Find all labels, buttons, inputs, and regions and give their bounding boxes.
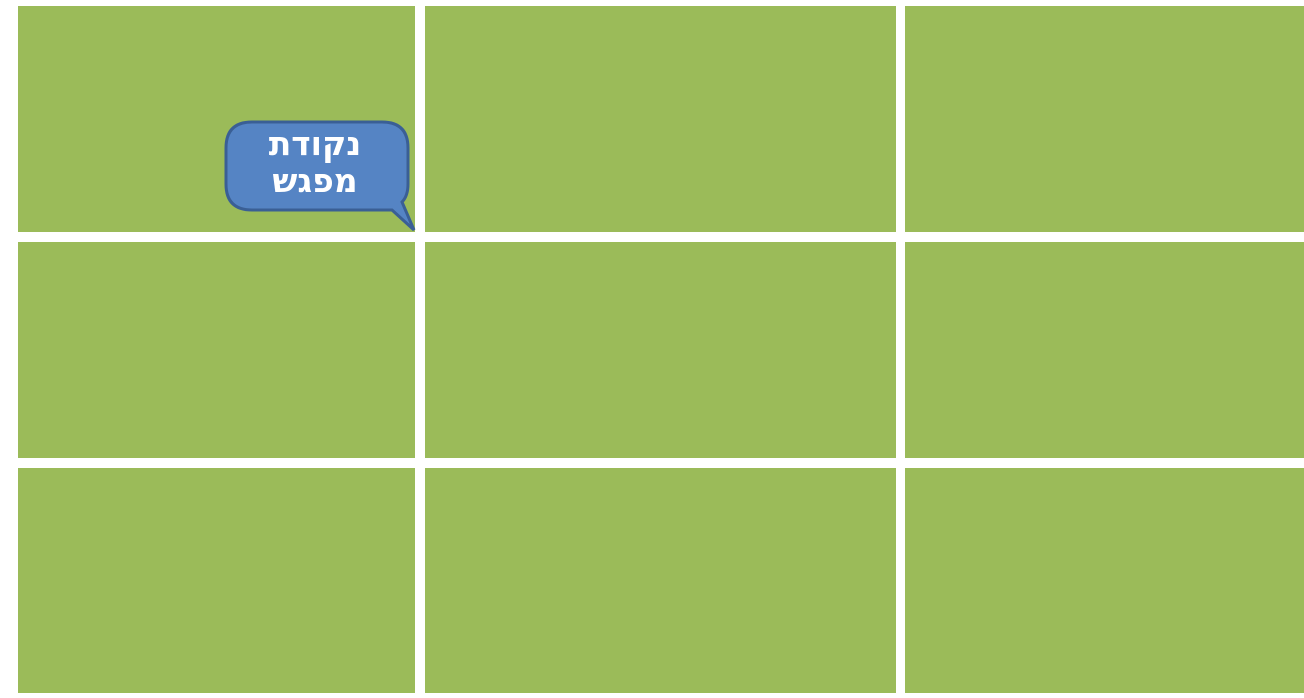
cell: [905, 6, 1304, 232]
cell: [425, 468, 896, 693]
cell: [425, 242, 896, 458]
callout-bubble: [224, 120, 416, 232]
cell: [905, 468, 1304, 693]
cell: [18, 468, 415, 693]
callout-text: מפגש: [272, 161, 357, 200]
cell: [905, 242, 1304, 458]
cell: [425, 6, 896, 232]
cell: [18, 242, 415, 458]
grid: [18, 6, 1304, 693]
callout-text: נקודת: [269, 124, 362, 163]
